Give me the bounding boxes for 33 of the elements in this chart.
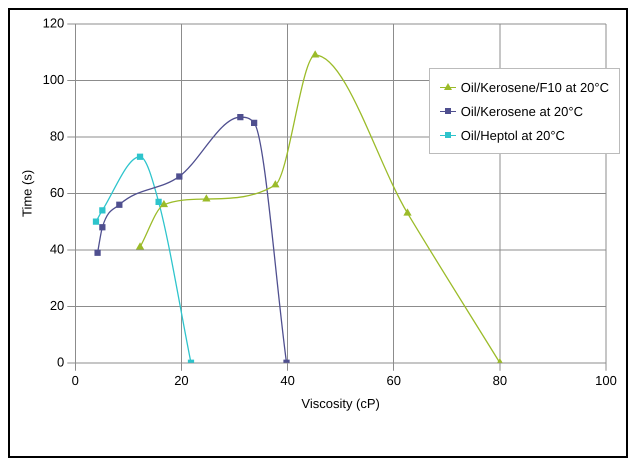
x-tick-label: 60: [386, 373, 401, 388]
point: [251, 120, 258, 126]
point: [136, 154, 144, 160]
point: [136, 242, 144, 250]
x-tick-label: 80: [492, 373, 508, 388]
legend-label: Oil/Kerosene/F10 at 20°C: [460, 80, 609, 94]
point: [116, 202, 122, 208]
x-tick-label: 0: [72, 373, 79, 388]
point: [160, 200, 168, 208]
x-axis-title: Viscosity (cP): [301, 396, 380, 411]
y-tick-label: 0: [57, 354, 64, 370]
legend-label: Oil/Kerosene at 20°C: [460, 104, 583, 118]
point: [202, 194, 210, 202]
point: [272, 180, 280, 188]
point: [94, 250, 101, 256]
legend-label: Oil/Heptol at 20°C: [460, 128, 565, 142]
y-axis-title: Time (s): [19, 170, 34, 217]
x-tick-label: 40: [280, 373, 295, 388]
y-tick-label: 80: [50, 128, 64, 144]
y-tick-label: 40: [50, 241, 64, 256]
y-tick-label: 100: [42, 72, 64, 88]
point: [404, 209, 412, 216]
point: [99, 207, 106, 214]
y-tick-label: 60: [50, 184, 64, 200]
point: [176, 173, 182, 180]
y-tick-label: 120: [42, 16, 64, 31]
point: [155, 198, 162, 205]
point: [99, 224, 106, 230]
x-tick-label: 20: [174, 373, 189, 388]
point: [237, 114, 244, 120]
point: [92, 218, 100, 225]
x-tick-label: 100: [595, 373, 617, 388]
y-tick-label: 20: [50, 298, 64, 313]
